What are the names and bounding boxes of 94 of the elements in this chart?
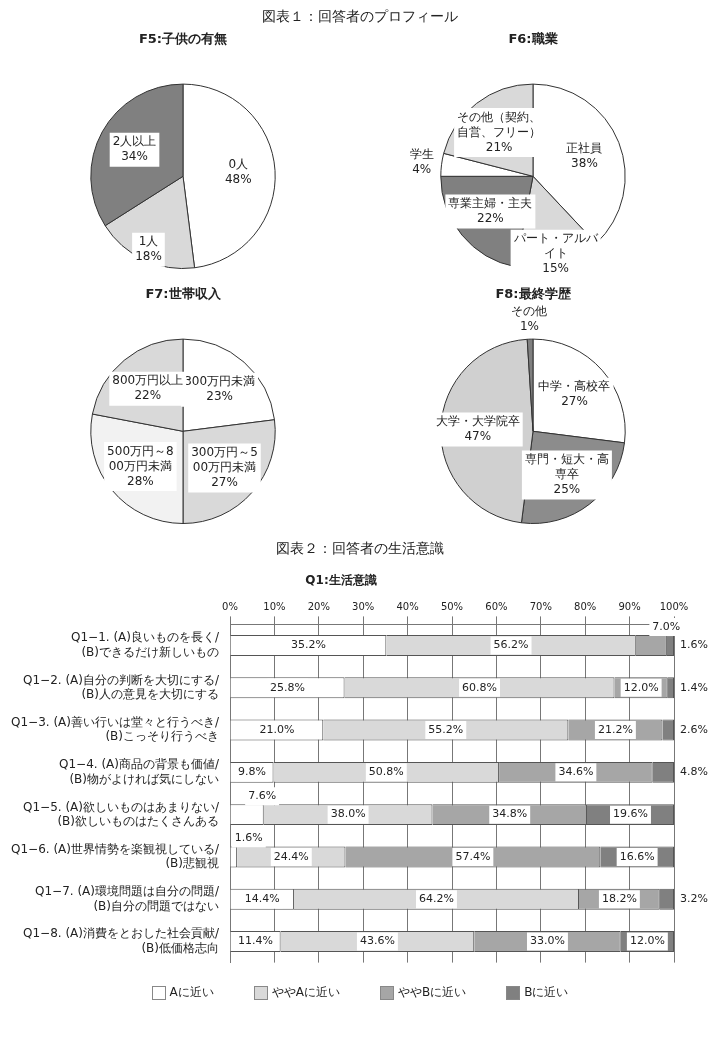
data-label: 38%: [571, 155, 598, 170]
slice-label: 800万円以上: [112, 373, 184, 388]
data-label: 2.6%: [680, 722, 708, 736]
y-tick-label: Q1−7. (A)環境問題は自分の問題/ (B)自分の問題ではない: [35, 884, 220, 913]
data-label: 1.6%: [234, 831, 263, 845]
data-label: 27%: [211, 475, 238, 490]
data-label: 21%: [485, 139, 513, 154]
data-label: 50.8%: [368, 765, 404, 779]
data-label: 34.8%: [492, 807, 528, 821]
data-label: 25.8%: [270, 680, 306, 694]
data-label: 21.2%: [597, 722, 633, 736]
slice-label: 1人: [138, 234, 159, 249]
data-label: 38.0%: [330, 807, 366, 821]
data-label: 15%: [542, 261, 569, 276]
y-tick-label: Q1−2. (A)自分の判断を大切にする/ (B)人の意見を大切にする: [23, 672, 220, 702]
data-label: 18%: [135, 249, 162, 264]
y-tick-label: Q1−4. (A)商品の背景も価値/ (B)物がよければ気にしない: [59, 757, 220, 786]
data-label: 16.6%: [619, 849, 655, 863]
data-label: 43.6%: [359, 934, 395, 948]
data-label: 7.0%: [652, 619, 681, 633]
legend-label: Bに近い: [524, 984, 569, 1001]
x-tick-label: 10%: [263, 600, 286, 612]
y-tick-label: Q1−8. (A)消費をとおした社会貢献/ (B)低価格志向: [23, 926, 220, 955]
x-tick-label: 20%: [307, 600, 330, 612]
data-label: 7.6%: [248, 789, 277, 803]
slice-label: 500万円～800万円未満: [107, 443, 174, 473]
data-label: 4.8%: [680, 765, 708, 779]
data-label: 1.4%: [680, 680, 708, 694]
data-label: 60.8%: [462, 680, 498, 694]
data-label: 57.4%: [455, 849, 491, 863]
data-label: 34.6%: [558, 765, 594, 779]
chart-title: F6:職業: [508, 31, 558, 47]
data-label: 1.6%: [680, 638, 708, 652]
slice-label: 大学・大学院卒: [435, 414, 520, 429]
data-label: 48%: [224, 172, 252, 187]
y-tick-label: Q1−5. (A)欲しいものはあまりない/ (B)欲しいものはたくさんある: [23, 799, 220, 828]
x-tick-label: 90%: [618, 600, 641, 612]
data-label: 24.4%: [273, 849, 309, 863]
data-label: 56.2%: [493, 638, 529, 652]
data-label: 18.2%: [601, 892, 637, 906]
data-label: 12.0%: [623, 680, 659, 694]
data-label: 1%: [519, 318, 539, 333]
data-label: 19.6%: [613, 807, 648, 821]
x-tick-label: 40%: [396, 600, 419, 612]
chart-title: F8:最終学歴: [495, 286, 572, 302]
x-tick-label: 30%: [352, 600, 375, 612]
slice-label: 300万円未満: [184, 374, 256, 389]
data-label: 21.0%: [259, 722, 295, 736]
data-label: 64.2%: [418, 892, 454, 906]
data-label: 14.4%: [244, 892, 280, 906]
chart-title: F5:子供の有無: [138, 31, 228, 47]
data-label: 3.2%: [680, 892, 708, 906]
text: 図表２：回答者の生活意識: [276, 540, 444, 556]
x-tick-label: 100%: [659, 600, 689, 612]
y-tick-label: Q1−3. (A)善い行いは堂々と行うべき/ (B)こっそり行うべき: [11, 715, 220, 744]
slice-label: 中学・高校卒: [538, 379, 611, 394]
data-label: 11.4%: [238, 934, 274, 948]
x-tick-label: 60%: [485, 600, 508, 612]
x-tick-label: 70%: [529, 600, 552, 612]
slice-label: 学生: [409, 146, 434, 161]
legend-label: ややBに近い: [397, 984, 467, 1001]
slice-label: 専業主婦・主夫: [448, 196, 533, 211]
data-label: 34%: [121, 149, 148, 164]
data-label: 4%: [412, 161, 432, 176]
data-label: 47%: [464, 429, 492, 444]
slice-label: 300万円～500万円未満: [191, 445, 258, 475]
text: 図表１：回答者のプロフィール: [262, 8, 458, 24]
slice-label: 0人: [228, 157, 249, 172]
legend-label: Aに近い: [169, 984, 214, 1001]
x-tick-label: 50%: [440, 600, 464, 612]
data-label: 22%: [134, 388, 162, 403]
y-tick-label: Q1−1. (A)良いものを長く/ (B)できるだけ新しいもの: [71, 630, 220, 659]
slice-label: その他: [511, 303, 548, 318]
x-tick-label: 80%: [574, 600, 597, 612]
data-label: 12.0%: [629, 934, 665, 948]
slice-label: その他（契約、自営、フリー）: [457, 109, 542, 139]
slice-label: 専門・短大・高専卒: [524, 452, 609, 482]
y-tick-label: Q1−6. (A)世界情勢を楽観視している/ (B)悲観視: [11, 841, 220, 871]
data-label: 9.8%: [238, 765, 266, 779]
slice-label: 正社員: [566, 140, 603, 155]
data-label: 25%: [553, 482, 581, 497]
chart-title: Q1:生活意識: [305, 573, 377, 588]
data-label: 35.2%: [290, 638, 326, 652]
chart-title: F7:世帯収入: [145, 286, 222, 302]
legend-label: ややAに近い: [271, 984, 340, 1001]
data-label: 28%: [127, 473, 154, 488]
data-label: 55.2%: [428, 722, 464, 736]
data-label: 22%: [477, 211, 504, 226]
slice-label: 2人以上: [112, 134, 157, 149]
data-label: 23%: [206, 389, 233, 404]
x-tick-label: 0%: [222, 600, 238, 612]
data-label: 27%: [561, 394, 588, 409]
data-label: 33.0%: [529, 934, 565, 948]
slice-label: パート・アルバイト: [512, 231, 599, 261]
